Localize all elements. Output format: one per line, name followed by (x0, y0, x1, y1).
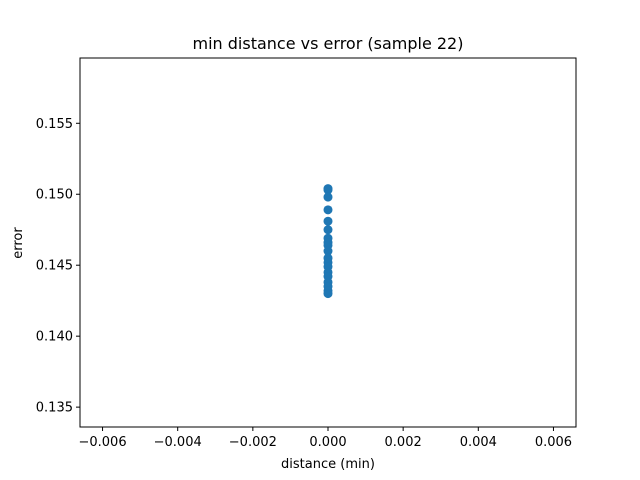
x-tick-label-7: 0.006 (535, 435, 572, 450)
x-axis-ticks: −0.006 −0.004 −0.002 0.000 0.002 0.004 0.006 (78, 427, 572, 450)
y-axis-ticks: 0.135 0.140 0.145 0.150 0.155 (36, 117, 80, 416)
y-tick-label-5: 0.155 (36, 117, 73, 132)
x-tick-label-2: −0.004 (154, 435, 202, 450)
x-tick-label-4: 0.000 (309, 435, 346, 450)
y-tick-label-3: 0.145 (36, 259, 73, 274)
data-point-19 (323, 289, 333, 299)
data-point-10 (323, 246, 333, 256)
x-tick-label-3: −0.002 (229, 435, 277, 450)
y-tick-label-1: 0.135 (36, 401, 73, 416)
chart-title: min distance vs error (sample 22) (193, 34, 464, 53)
data-point-4 (323, 205, 333, 215)
x-tick-label-5: 0.002 (385, 435, 422, 450)
data-point-6 (323, 225, 333, 235)
y-axis-label: error (11, 227, 26, 259)
data-point-2 (323, 185, 333, 195)
x-axis-label: distance (min) (281, 457, 375, 472)
y-tick-label-2: 0.140 (36, 330, 73, 345)
y-tick-label-4: 0.150 (36, 188, 73, 203)
data-point-3 (323, 192, 333, 202)
data-point-5 (323, 216, 333, 226)
points-layer (323, 184, 333, 299)
x-tick-label-6: 0.004 (460, 435, 497, 450)
x-tick-label-1: −0.006 (78, 435, 126, 450)
